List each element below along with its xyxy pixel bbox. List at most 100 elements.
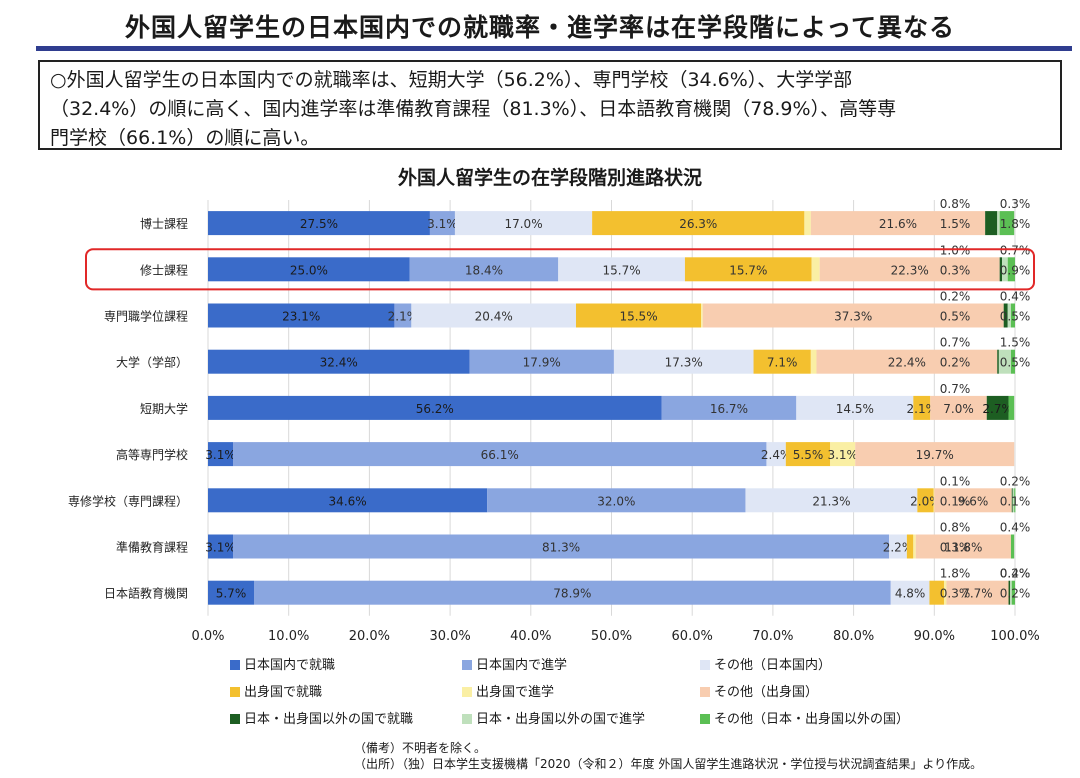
- legend-label: 出身国で進学: [476, 685, 555, 700]
- summary-line: （32.4%）の順に高く、国内進学率は準備教育課程（81.3%）、日本語教育機関…: [50, 98, 897, 120]
- small-data-label: 1.5%: [940, 217, 971, 231]
- legend-swatch: [700, 660, 710, 670]
- bar-segment: [913, 395, 931, 420]
- small-data-label: 0.3%: [940, 587, 971, 601]
- bar-segment: [208, 442, 234, 467]
- x-tick-label: 20.0%: [349, 629, 390, 644]
- legend-item: 出身国で就職: [230, 681, 322, 700]
- small-data-label: 0.7%: [940, 382, 971, 396]
- legend-swatch: [700, 714, 710, 724]
- data-label: 32.4%: [320, 356, 358, 370]
- data-label: 18.4%: [465, 263, 503, 277]
- bar-segment: [1007, 303, 1011, 328]
- small-data-label: 0.1%: [940, 474, 971, 488]
- bar-segment: [986, 395, 1009, 420]
- small-data-label: 0.1%: [1000, 494, 1031, 508]
- data-label: 66.1%: [481, 448, 519, 462]
- data-label: 20.4%: [475, 310, 513, 324]
- data-label: 15.7%: [603, 263, 641, 277]
- bar-segment: [1003, 303, 1008, 328]
- x-tick-label: 60.0%: [672, 629, 713, 644]
- legend-item: 日本・出身国以外の国で進学: [462, 708, 645, 727]
- bar-segment: [208, 395, 662, 420]
- legend-item: その他（日本・出身国以外の国）: [700, 708, 909, 727]
- data-label: 2.2%: [883, 541, 914, 555]
- bar-segment: [558, 257, 685, 282]
- bar-segment: [810, 211, 986, 236]
- bar-segment: [913, 534, 916, 559]
- small-data-label: 0.7%: [940, 336, 971, 350]
- summary-line: 門学校（66.1%）の順に高い。: [50, 127, 320, 149]
- x-tick-label: 50.0%: [591, 629, 632, 644]
- bar-segment: [661, 395, 797, 420]
- small-data-label: 0.4%: [1000, 290, 1031, 304]
- bar-segment: [745, 488, 918, 513]
- bar-segment: [816, 349, 998, 374]
- data-label: 19.7%: [916, 448, 954, 462]
- bar-segment: [701, 303, 703, 328]
- small-data-label: 0.5%: [1000, 310, 1031, 324]
- data-label: 3.1%: [427, 217, 458, 231]
- bar-segment: [208, 534, 234, 559]
- x-tick-label: 90.0%: [914, 629, 955, 644]
- bar-segment: [575, 303, 702, 328]
- bar-segment: [1007, 257, 1015, 282]
- stacked-bar-chart: 0.0% 10.0% 20.0% 30.0% 40.0% 50.0% 60.0% 70.0% 8…: [68, 197, 1040, 644]
- source-note: （出所）（独）日本学生支援機構「2020（令和２）年度 外国人留学生進路状況・学…: [354, 757, 983, 771]
- data-label: 17.0%: [504, 217, 542, 231]
- category-label: 専門職学位課程: [104, 309, 188, 324]
- data-label: 16.7%: [710, 402, 748, 416]
- data-label: 15.5%: [619, 310, 657, 324]
- bar-segment: [1012, 488, 1015, 513]
- bar-segment: [409, 257, 559, 282]
- x-tick-label: 10.0%: [268, 629, 309, 644]
- data-label: 26.3%: [679, 217, 717, 231]
- summary-box: ○外国人留学生の日本国内での就職率は、短期大学（56.2%）、専門学校（34.6…: [38, 60, 1062, 150]
- bar-segment: [999, 257, 1003, 282]
- bar-segment: [613, 349, 754, 374]
- data-label: 3.1%: [827, 448, 858, 462]
- bar-segment: [785, 442, 831, 467]
- data-label: 15.7%: [729, 263, 767, 277]
- bar-segment: [811, 257, 820, 282]
- data-label: 2.1%: [388, 310, 419, 324]
- category-label: 博士課程: [140, 216, 188, 231]
- legend-item: 日本・出身国以外の国で就職: [230, 708, 413, 727]
- page-title: 外国人留学生の日本国内での就職率・進学率は在学段階によって異なる: [124, 13, 955, 42]
- highlight-box: [85, 248, 1035, 291]
- x-tick-label: 70.0%: [752, 629, 793, 644]
- x-tick-label: 100.0%: [990, 629, 1040, 644]
- bar-segment: [997, 211, 1000, 236]
- data-label: 2.1%: [907, 402, 938, 416]
- bar-segment: [946, 580, 1009, 605]
- small-data-label: 1.8%: [940, 567, 971, 581]
- x-tick-label: 30.0%: [429, 629, 470, 644]
- legend-swatch: [230, 687, 240, 697]
- bar-segment: [1014, 488, 1016, 513]
- data-label: 4.8%: [895, 587, 926, 601]
- data-label: 56.2%: [416, 402, 454, 416]
- data-label: 14.5%: [836, 402, 874, 416]
- x-tick-label: 40.0%: [510, 629, 551, 644]
- bar-segment: [1010, 349, 1015, 374]
- bar-segment: [487, 488, 746, 513]
- legend-label: 日本・出身国以外の国で就職: [244, 712, 414, 727]
- data-label: 3.1%: [205, 541, 236, 555]
- small-data-label: 0.5%: [1000, 356, 1031, 370]
- small-data-label: 0.2%: [940, 290, 971, 304]
- chart-title: 外国人留学生の在学段階別進路状況: [397, 167, 702, 189]
- legend-swatch: [462, 687, 472, 697]
- category-label: 専修学校（専門課程）: [68, 493, 188, 508]
- bar-segment: [753, 349, 811, 374]
- x-tick-label: 80.0%: [833, 629, 874, 644]
- bar-segment: [985, 211, 998, 236]
- data-label: 21.6%: [879, 217, 917, 231]
- bar-segment: [889, 534, 907, 559]
- bar-segment: [208, 303, 395, 328]
- small-data-label: 0.2%: [1000, 587, 1031, 601]
- small-data-label: 0.3%: [940, 263, 971, 277]
- bar-segment: [1010, 534, 1015, 559]
- bar-segment: [819, 257, 1000, 282]
- summary-line: ○外国人留学生の日本国内での就職率は、短期大学（56.2%）、専門学校（34.6…: [50, 69, 853, 91]
- category-label: 短期大学: [140, 401, 188, 416]
